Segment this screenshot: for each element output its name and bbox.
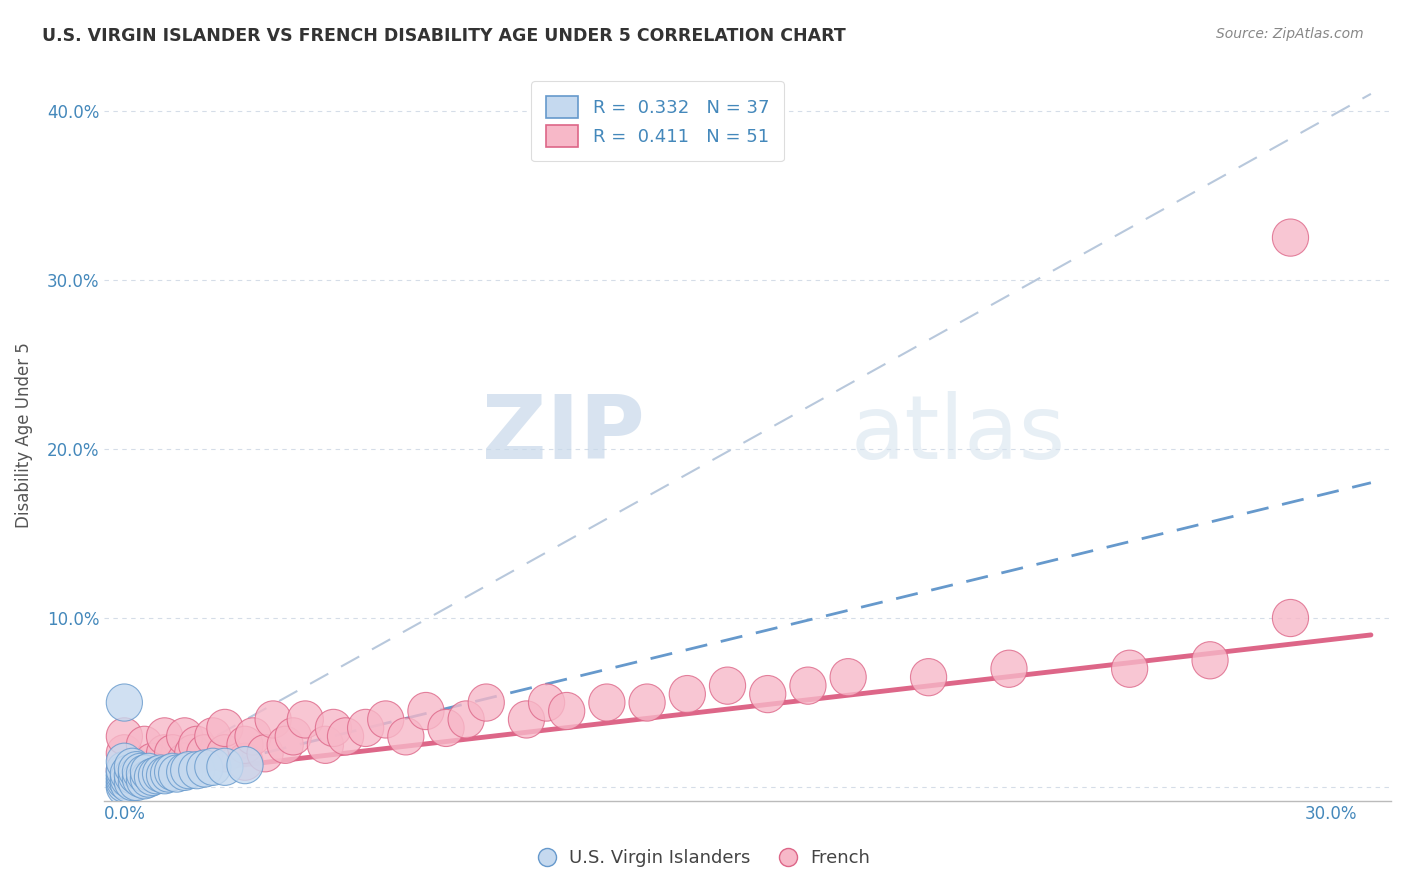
Ellipse shape [388, 718, 425, 755]
Ellipse shape [107, 769, 142, 805]
Ellipse shape [830, 658, 866, 696]
Ellipse shape [1112, 650, 1147, 688]
Ellipse shape [187, 735, 224, 772]
Ellipse shape [367, 701, 404, 738]
Ellipse shape [150, 755, 187, 792]
Ellipse shape [135, 758, 170, 796]
Ellipse shape [1272, 219, 1309, 256]
Y-axis label: Disability Age Under 5: Disability Age Under 5 [15, 342, 32, 527]
Ellipse shape [107, 735, 142, 772]
Ellipse shape [107, 765, 142, 802]
Ellipse shape [155, 753, 191, 790]
Ellipse shape [110, 760, 146, 797]
Ellipse shape [107, 755, 142, 792]
Text: Source: ZipAtlas.com: Source: ZipAtlas.com [1216, 27, 1364, 41]
Ellipse shape [142, 755, 179, 792]
Ellipse shape [146, 756, 183, 794]
Ellipse shape [110, 765, 146, 802]
Ellipse shape [179, 726, 215, 764]
Ellipse shape [127, 726, 163, 764]
Ellipse shape [107, 752, 142, 789]
Ellipse shape [628, 684, 665, 721]
Ellipse shape [131, 760, 166, 797]
Ellipse shape [114, 756, 150, 794]
Ellipse shape [315, 709, 352, 747]
Ellipse shape [138, 756, 174, 794]
Ellipse shape [347, 709, 384, 747]
Ellipse shape [509, 701, 544, 738]
Ellipse shape [127, 762, 163, 799]
Text: atlas: atlas [851, 391, 1066, 478]
Ellipse shape [118, 752, 155, 789]
Ellipse shape [170, 752, 207, 789]
Ellipse shape [276, 718, 311, 755]
Ellipse shape [155, 735, 191, 772]
Ellipse shape [207, 709, 243, 747]
Ellipse shape [408, 692, 444, 730]
Ellipse shape [114, 764, 150, 801]
Ellipse shape [146, 735, 183, 772]
Ellipse shape [548, 692, 585, 730]
Ellipse shape [107, 743, 142, 780]
Text: ZIP: ZIP [482, 391, 645, 478]
Ellipse shape [254, 701, 291, 738]
Ellipse shape [468, 684, 505, 721]
Ellipse shape [308, 726, 343, 764]
Ellipse shape [114, 748, 150, 785]
Ellipse shape [226, 726, 263, 764]
Ellipse shape [107, 752, 142, 789]
Ellipse shape [135, 743, 170, 780]
Ellipse shape [107, 684, 142, 721]
Ellipse shape [449, 701, 484, 738]
Ellipse shape [122, 760, 159, 797]
Ellipse shape [911, 658, 946, 696]
Ellipse shape [159, 755, 194, 792]
Ellipse shape [207, 748, 243, 785]
Ellipse shape [749, 675, 786, 713]
Ellipse shape [166, 743, 202, 780]
Ellipse shape [166, 753, 202, 790]
Legend: R =  0.332   N = 37, R =  0.411   N = 51: R = 0.332 N = 37, R = 0.411 N = 51 [531, 81, 783, 161]
Ellipse shape [107, 762, 142, 799]
Ellipse shape [287, 701, 323, 738]
Ellipse shape [226, 747, 263, 784]
Ellipse shape [118, 764, 155, 801]
Ellipse shape [110, 755, 146, 792]
Ellipse shape [226, 743, 263, 780]
Ellipse shape [710, 667, 745, 705]
Legend: U.S. Virgin Islanders, French: U.S. Virgin Islanders, French [529, 842, 877, 874]
Ellipse shape [118, 756, 155, 794]
Ellipse shape [127, 755, 163, 792]
Ellipse shape [427, 709, 464, 747]
Ellipse shape [529, 684, 565, 721]
Ellipse shape [589, 684, 626, 721]
Ellipse shape [187, 750, 224, 787]
Ellipse shape [247, 735, 283, 772]
Ellipse shape [328, 718, 364, 755]
Ellipse shape [235, 718, 271, 755]
Ellipse shape [790, 667, 827, 705]
Ellipse shape [127, 752, 163, 789]
Ellipse shape [207, 735, 243, 772]
Ellipse shape [179, 752, 215, 789]
Ellipse shape [1192, 641, 1229, 679]
Ellipse shape [669, 675, 706, 713]
Ellipse shape [131, 753, 166, 790]
Ellipse shape [166, 718, 202, 755]
Ellipse shape [991, 650, 1028, 688]
Text: U.S. VIRGIN ISLANDER VS FRENCH DISABILITY AGE UNDER 5 CORRELATION CHART: U.S. VIRGIN ISLANDER VS FRENCH DISABILIT… [42, 27, 846, 45]
Ellipse shape [107, 758, 142, 796]
Ellipse shape [1272, 599, 1309, 637]
Ellipse shape [107, 718, 142, 755]
Ellipse shape [122, 753, 159, 790]
Ellipse shape [146, 718, 183, 755]
Ellipse shape [194, 718, 231, 755]
Ellipse shape [267, 726, 304, 764]
Ellipse shape [174, 735, 211, 772]
Ellipse shape [194, 748, 231, 785]
